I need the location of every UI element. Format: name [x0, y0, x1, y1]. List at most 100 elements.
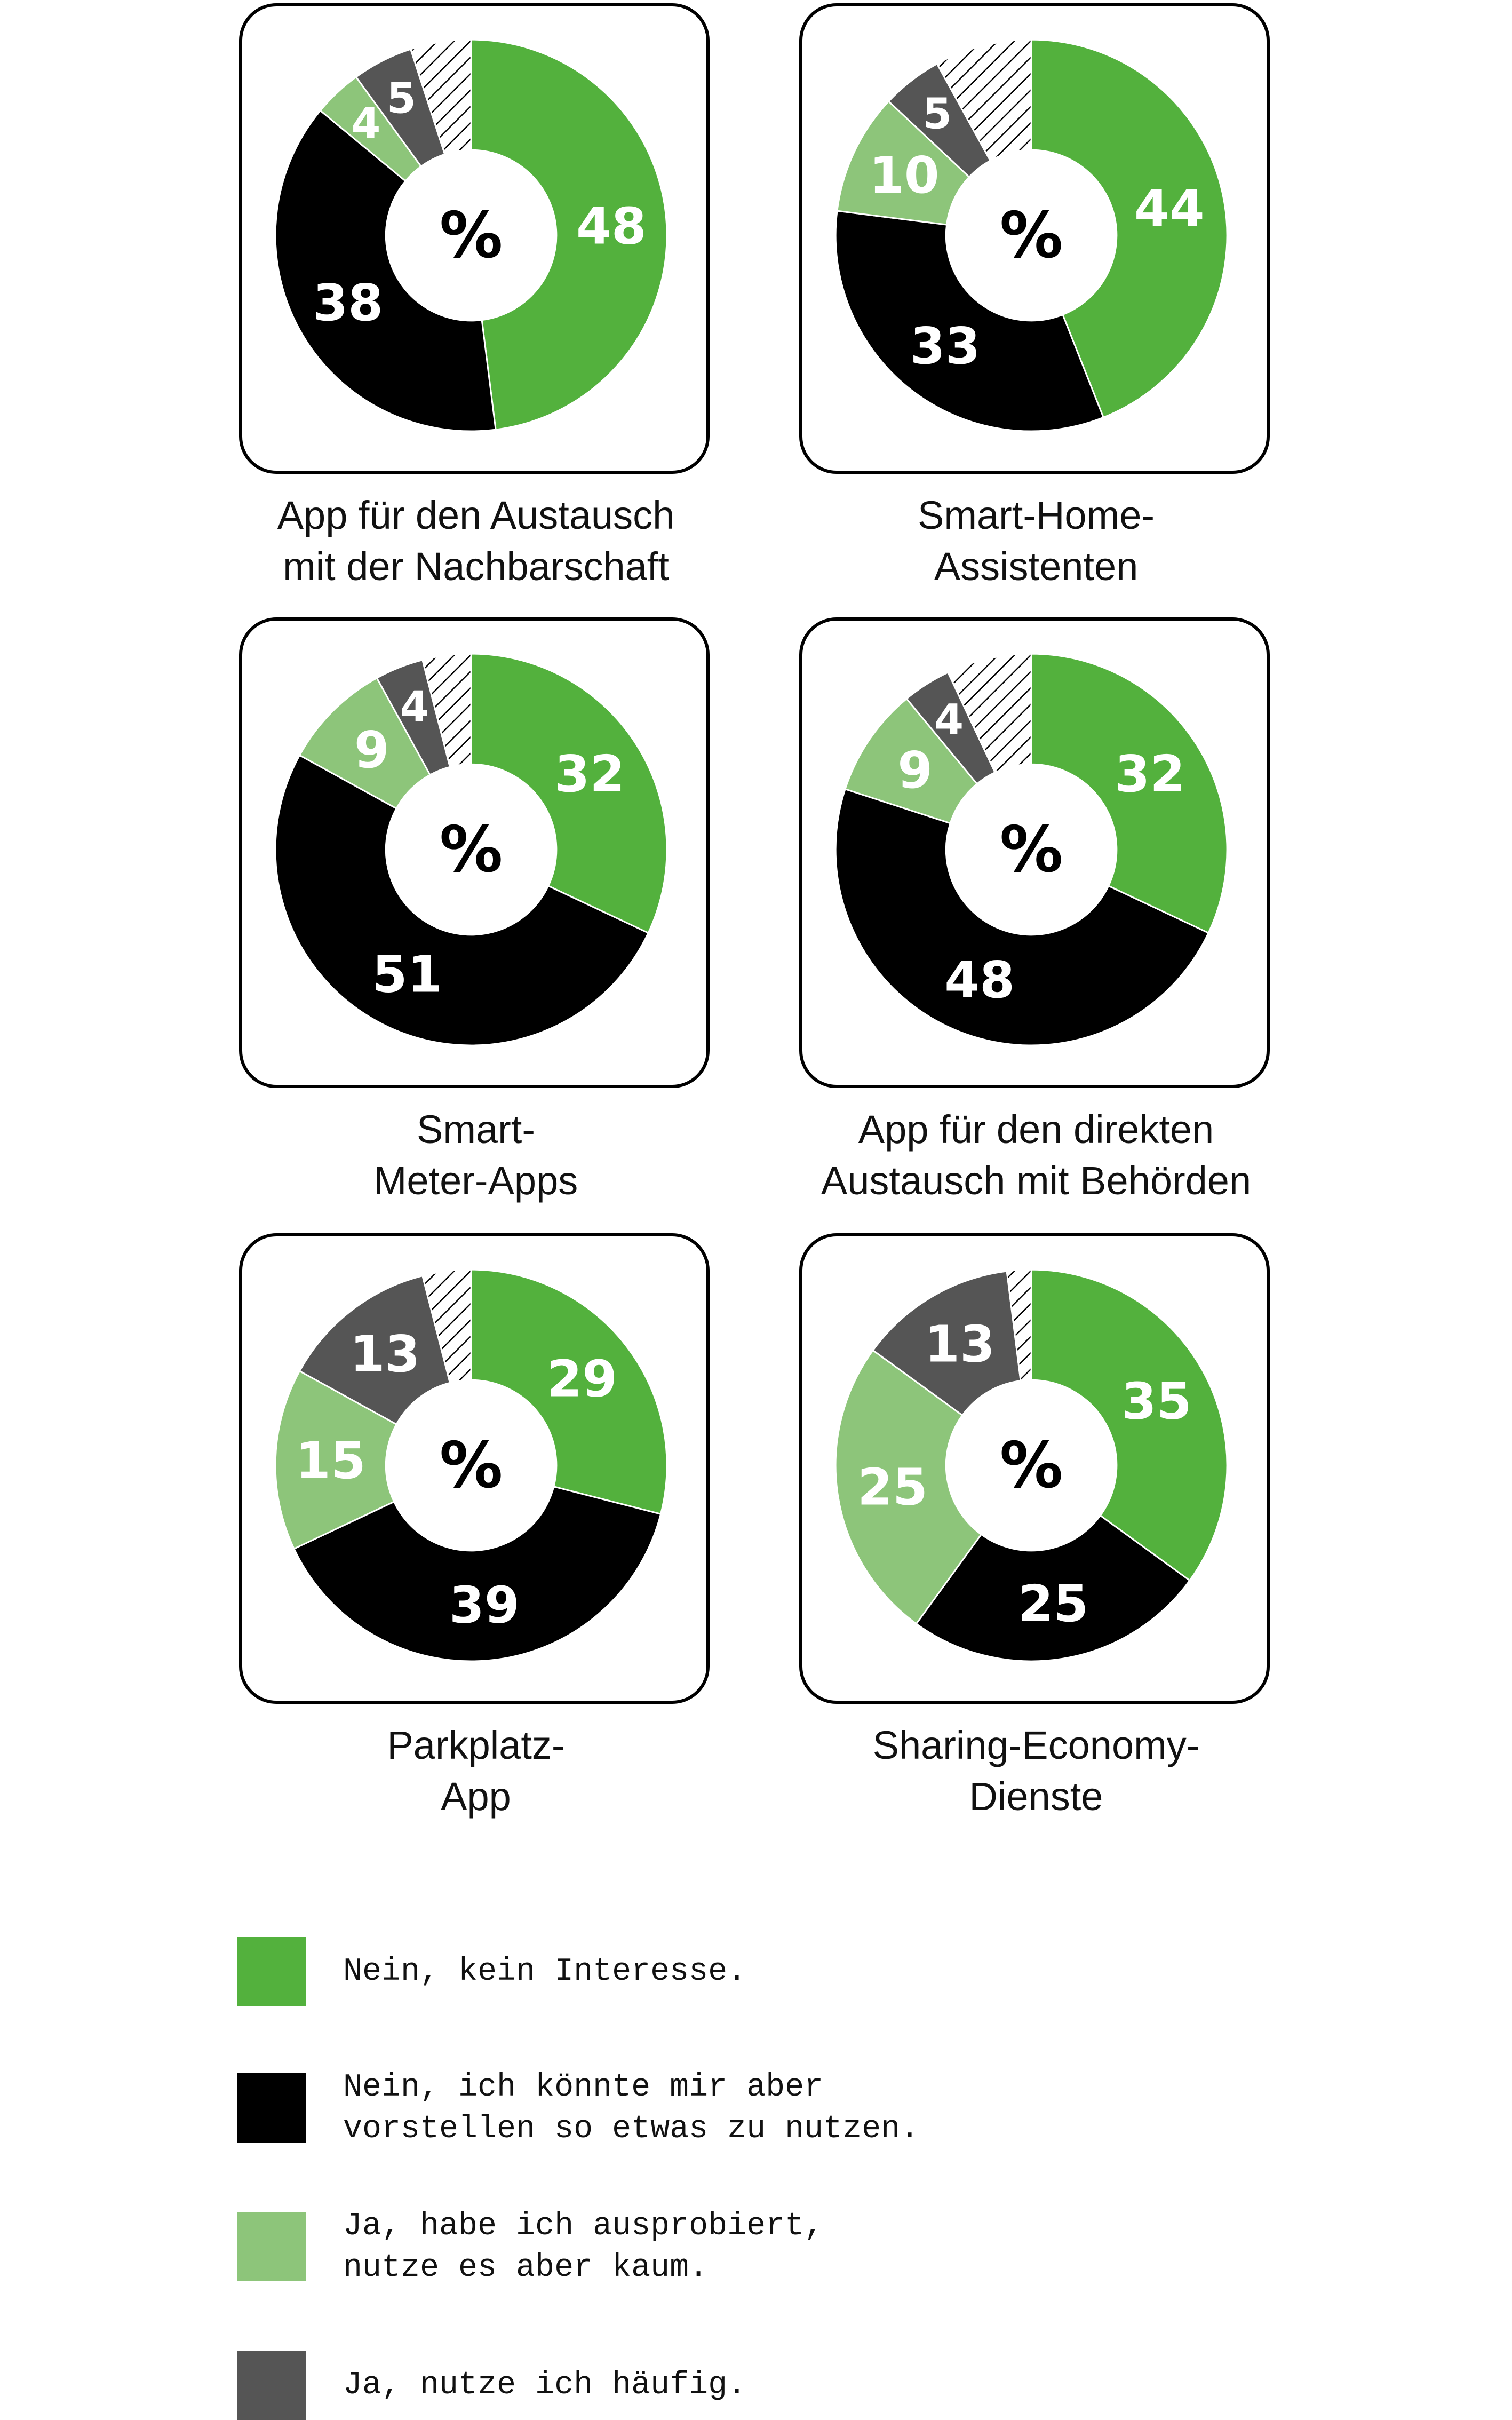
- chart-title-line: App für den Austausch: [277, 493, 675, 537]
- segment-keine-angabe: [409, 38, 472, 155]
- segment-nein-vorstellbar: [274, 754, 650, 1046]
- segment-ja-kaum: [836, 100, 970, 226]
- percent-center-label: %: [440, 1429, 503, 1502]
- chart-title-line: Austausch mit Behörden: [821, 1159, 1252, 1203]
- legend-item: Ja, habe ich ausprobiert, nutze es aber k…: [237, 2208, 823, 2289]
- legend-swatch: [237, 2212, 306, 2281]
- data-label: 48: [576, 197, 647, 256]
- chart-title: App für den direkten Austausch mit Behörd…: [799, 1104, 1273, 1207]
- data-label: 9: [897, 741, 933, 800]
- donut-chart: 32 48 94%: [834, 653, 1228, 1046]
- legend-swatch: [237, 2073, 306, 2143]
- data-label: 4: [400, 682, 429, 731]
- legend-label: Ja, habe ich ausprobiert, nutze es aber k…: [343, 2205, 823, 2289]
- donut-chart: 29 39 15 13%: [274, 1268, 668, 1662]
- data-label: 15: [296, 1432, 366, 1490]
- segment-nein-vorstellbar: [293, 1486, 662, 1662]
- donut-chart-panel: 35 25 25 13% Sharing-Economy- Dienste: [799, 1233, 1273, 1822]
- segment-keine-angabe: [1006, 1268, 1032, 1382]
- donut-chart: 44 33 10 5%: [834, 38, 1228, 432]
- data-label: 48: [944, 951, 1015, 1010]
- chart-title-line: mit der Nachbarschaft: [283, 544, 669, 589]
- segment-nein-vorstellbar: [834, 210, 1105, 432]
- legend-label-line: nutze es aber kaum.: [343, 2250, 709, 2286]
- percent-center-label: %: [440, 199, 503, 272]
- legend-swatch: [237, 1937, 306, 2006]
- data-label: 38: [313, 274, 383, 332]
- donut-chart-box: 48 38 4 5%: [239, 3, 710, 474]
- chart-title: Sharing-Economy- Dienste: [799, 1720, 1273, 1822]
- donut-chart-panel: 32 48 9 4% App für den direkten Austausch mit…: [799, 617, 1273, 1207]
- donut-chart-panel: 48 38 4 5% App für den Austausch mit der Nach…: [239, 3, 713, 592]
- legend-label-line: vorstellen so etwas zu nutzen.: [343, 2111, 920, 2147]
- donut-chart-box: 29 39 15 13%: [239, 1233, 710, 1704]
- donut-chart-panel: 44 33 10 5% Smart-Home- Assistenten: [799, 3, 1273, 592]
- data-label: 9: [354, 721, 389, 780]
- segment-nein-kein-interesse: [470, 1268, 668, 1516]
- legend-label: Nein, kein Interesse.: [343, 1951, 746, 1993]
- data-label: 33: [910, 317, 981, 376]
- chart-title-line: Meter-Apps: [373, 1159, 578, 1203]
- legend-label: Ja, nutze ich häufig.: [343, 2365, 746, 2406]
- legend-item: Nein, ich könnte mir aber vorstellen so e…: [237, 2069, 919, 2150]
- data-label: 5: [922, 89, 952, 138]
- segment-nein-vorstellbar: [834, 788, 1210, 1046]
- segment-ja-haeufig: [298, 1274, 451, 1426]
- legend-item: Nein, kein Interesse.: [237, 1937, 746, 2006]
- data-label: 29: [547, 1350, 617, 1409]
- data-label: 39: [449, 1576, 520, 1635]
- chart-title-line: Sharing-Economy-: [872, 1723, 1200, 1767]
- donut-chart-box: 32 48 9 4%: [799, 617, 1270, 1088]
- segment-keine-angabe: [946, 653, 1032, 774]
- segment-nein-kein-interesse: [1030, 1268, 1228, 1582]
- data-label: 35: [1121, 1372, 1192, 1431]
- chart-title-line: Dienste: [969, 1774, 1103, 1819]
- segment-ja-kaum: [834, 1349, 983, 1625]
- segment-nein-kein-interesse: [1030, 653, 1228, 934]
- data-label: 25: [857, 1458, 928, 1517]
- segment-keine-angabe: [421, 653, 472, 768]
- data-label: 4: [934, 695, 964, 744]
- segment-nein-vorstellbar: [915, 1514, 1191, 1662]
- segment-keine-angabe: [936, 38, 1032, 162]
- segment-nein-kein-interesse: [470, 38, 668, 431]
- percent-center-label: %: [440, 813, 503, 886]
- data-label: 13: [350, 1325, 420, 1384]
- chart-title-line: Parkplatz-: [387, 1723, 565, 1767]
- legend-swatch: [237, 2351, 306, 2420]
- donut-chart: 35 25 25 13%: [834, 1268, 1228, 1662]
- segment-keine-angabe: [421, 1268, 472, 1384]
- chart-title: App für den Austausch mit der Nachbarscha…: [239, 490, 713, 592]
- chart-title-line: Smart-: [417, 1107, 535, 1152]
- data-label: 32: [555, 745, 625, 804]
- chart-title: Smart-Home- Assistenten: [799, 490, 1273, 592]
- chart-title-line: Assistenten: [934, 544, 1139, 589]
- segment-nein-kein-interesse: [470, 653, 668, 934]
- data-label: 10: [869, 146, 940, 205]
- percent-center-label: %: [1000, 1429, 1063, 1502]
- data-label: 44: [1134, 180, 1205, 239]
- donut-chart-box: 35 25 25 13%: [799, 1233, 1270, 1704]
- data-label: 4: [351, 99, 380, 148]
- chart-title-line: App für den direkten: [858, 1107, 1214, 1152]
- data-label: 5: [387, 74, 416, 123]
- segment-nein-vorstellbar: [274, 109, 497, 432]
- chart-title: Parkplatz- App: [239, 1720, 713, 1822]
- legend-label-line: Ja, habe ich ausprobiert,: [343, 2208, 824, 2244]
- legend-label-line: Ja, nutze ich häufig.: [343, 2367, 747, 2403]
- chart-title: Smart- Meter-Apps: [239, 1104, 713, 1207]
- data-label: 51: [372, 946, 443, 1004]
- donut-chart-box: 32 51 9 4%: [239, 617, 710, 1088]
- legend-label-line: Nein, ich könnte mir aber: [343, 2069, 824, 2106]
- percent-center-label: %: [1000, 199, 1063, 272]
- percent-center-label: %: [1000, 813, 1063, 886]
- segment-ja-kaum: [274, 1370, 398, 1550]
- data-label: 13: [925, 1315, 995, 1374]
- segment-nein-kein-interesse: [1030, 38, 1228, 419]
- legend-item: Ja, nutze ich häufig.: [237, 2351, 746, 2420]
- donut-chart: 48 38 45%: [274, 38, 668, 432]
- legend-label: Nein, ich könnte mir aber vorstellen so e…: [343, 2067, 919, 2150]
- chart-title-line: App: [441, 1774, 511, 1819]
- legend-label-line: Nein, kein Interesse.: [343, 1954, 747, 1990]
- donut-chart-panel: 32 51 9 4% Smart- Meter-Apps: [239, 617, 713, 1207]
